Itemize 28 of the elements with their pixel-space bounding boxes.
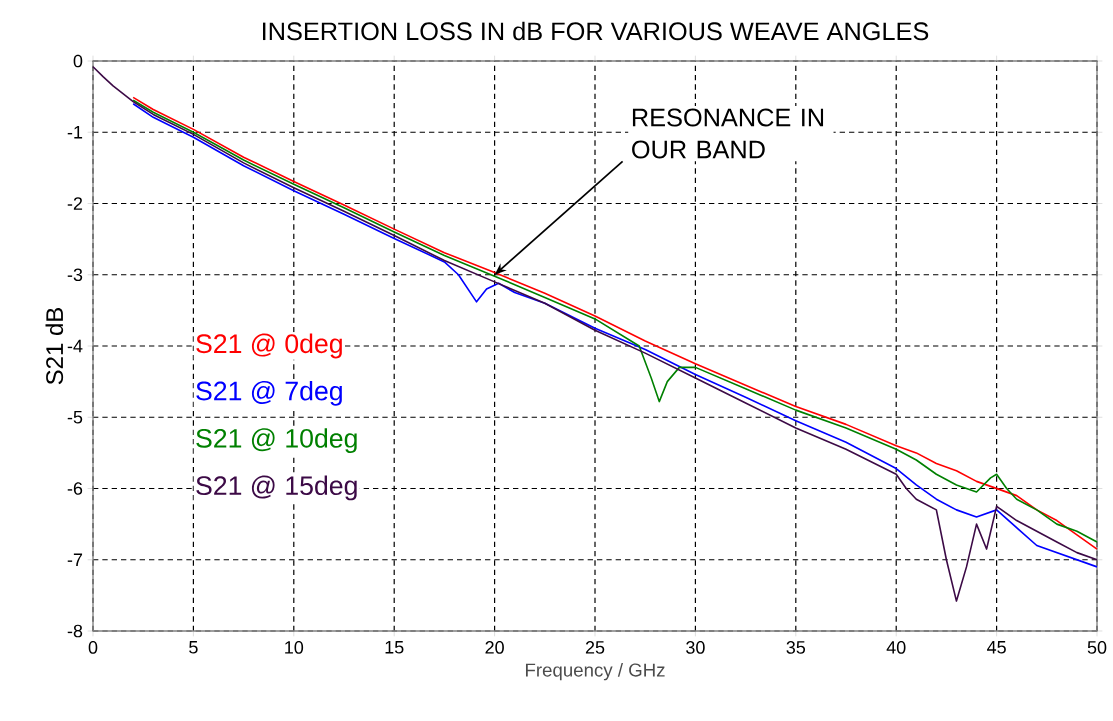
- x-tick-label: 10: [285, 641, 304, 654]
- x-tick-label: 30: [686, 641, 705, 654]
- y-tick-label: -8: [67, 624, 83, 638]
- annotation: RESONANCE IN OUR BAND: [632, 108, 824, 159]
- y-tick-label: -6: [67, 482, 83, 495]
- text: S21 @ 7deg: [196, 380, 342, 406]
- x-tick-label: 35: [786, 641, 806, 654]
- y-tick-label: -1: [67, 126, 83, 139]
- y-tick-label: -2: [67, 197, 83, 210]
- y-tick-label: 0: [73, 54, 83, 68]
- x-tick-label: 20: [485, 641, 504, 654]
- y-axis-title: S21 dB: [45, 307, 64, 385]
- text: S21 @ 10deg: [196, 428, 357, 454]
- x-tick-label: 25: [585, 641, 605, 654]
- x-tick-label: 0: [88, 641, 98, 654]
- x-tick-label: 5: [189, 641, 198, 654]
- x-tick-label: 15: [385, 641, 404, 654]
- y-tick-label: -4: [67, 339, 83, 353]
- y-tick-label: -7: [67, 553, 83, 566]
- chart-title: INSERTION LOSS IN dB FOR VARIOUS WEAVE ANGLES: [263, 21, 929, 41]
- x-axis-title: Frequency / GHz: [525, 662, 665, 681]
- y-tick-label: -3: [67, 268, 83, 282]
- x-tick-label: 40: [886, 641, 906, 654]
- x-tick-label: 50: [1087, 641, 1107, 654]
- y-tick-label: -5: [67, 410, 83, 424]
- text: S21 @ 15deg: [196, 475, 357, 501]
- x-tick-label: 45: [987, 641, 1006, 654]
- text: S21 @ 0deg: [196, 333, 342, 359]
